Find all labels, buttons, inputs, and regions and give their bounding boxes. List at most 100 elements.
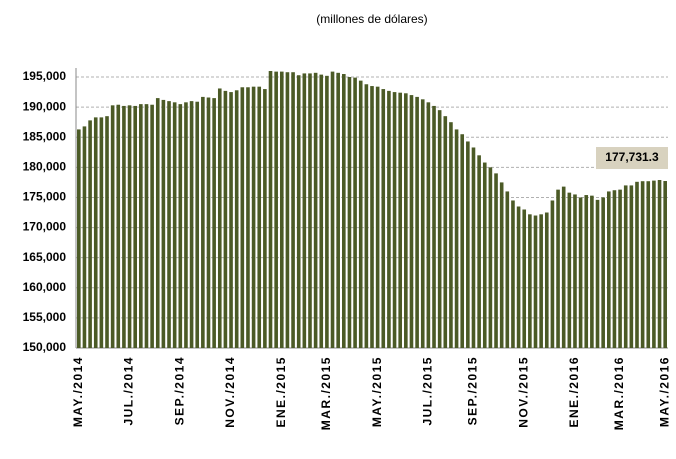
y-tick-label: 175,000 <box>23 190 67 204</box>
bar <box>82 126 87 348</box>
bar <box>184 102 188 349</box>
bar <box>505 191 510 348</box>
bar <box>279 71 284 348</box>
bar <box>567 192 572 348</box>
bar <box>443 116 448 348</box>
bar <box>257 86 262 349</box>
bar <box>223 90 228 349</box>
bar <box>488 167 493 348</box>
bar <box>189 101 194 348</box>
bar <box>477 155 481 348</box>
bar <box>573 194 577 348</box>
bar <box>347 77 352 348</box>
bar <box>522 209 527 348</box>
x-tick-label: NOV./2014 <box>223 356 237 428</box>
bar <box>88 120 92 348</box>
bar <box>387 90 391 349</box>
x-tick-label: MAR./2016 <box>612 356 626 430</box>
bar <box>640 181 645 348</box>
bar <box>601 197 605 348</box>
bar <box>291 72 295 348</box>
x-tick-label: SEP./2014 <box>172 356 186 425</box>
bar <box>313 72 318 349</box>
bar <box>544 212 549 348</box>
bar <box>663 181 667 348</box>
bar <box>612 190 617 348</box>
bar <box>122 105 126 348</box>
bar <box>516 206 521 348</box>
bar <box>229 92 233 348</box>
y-tick-label: 150,000 <box>23 340 67 354</box>
bar <box>426 102 431 349</box>
bar <box>77 129 81 348</box>
bar <box>466 141 470 348</box>
bar <box>556 189 560 348</box>
bar <box>533 215 538 348</box>
y-tick-label: 165,000 <box>23 250 67 264</box>
bar <box>144 104 149 349</box>
bar <box>404 93 408 349</box>
bar <box>482 162 487 348</box>
bar <box>296 75 301 349</box>
bar <box>561 186 566 348</box>
bar <box>274 71 278 348</box>
x-tick-label: MAY./2014 <box>71 356 85 427</box>
bar <box>652 180 656 348</box>
bar <box>178 104 183 349</box>
bar <box>150 104 154 348</box>
bar <box>409 95 414 348</box>
bar <box>234 90 239 348</box>
bar <box>584 195 589 348</box>
bar <box>127 105 132 348</box>
x-tick-label: MAR./2015 <box>319 356 333 430</box>
bar <box>370 86 374 348</box>
x-tick-label: MAY./2016 <box>657 356 671 427</box>
bar <box>172 102 177 349</box>
bar <box>251 86 256 349</box>
bar <box>212 98 216 348</box>
bar <box>375 86 380 349</box>
bar <box>618 189 622 348</box>
bar <box>415 96 419 348</box>
bar <box>623 185 628 348</box>
bar <box>319 74 324 348</box>
bar <box>606 191 611 348</box>
bar <box>116 104 121 348</box>
y-tick-label: 155,000 <box>23 310 67 324</box>
bar <box>167 101 171 348</box>
bar <box>657 180 662 348</box>
bar <box>398 92 402 348</box>
bar <box>646 181 651 348</box>
bar <box>381 89 386 349</box>
bar <box>110 105 115 348</box>
x-tick-label: ENE./2015 <box>274 356 288 428</box>
bar <box>133 105 138 348</box>
x-tick-label: NOV./2015 <box>516 356 530 428</box>
bar <box>246 87 250 349</box>
y-tick-label: 185,000 <box>23 129 67 143</box>
bar <box>494 173 498 348</box>
bar <box>195 101 200 348</box>
bar <box>263 89 267 349</box>
bar <box>308 73 312 348</box>
x-tick-label: JUL./2015 <box>421 356 435 426</box>
bar <box>432 105 436 348</box>
bar <box>302 73 307 348</box>
bar <box>139 104 143 349</box>
y-tick-label: 190,000 <box>23 99 67 113</box>
bar <box>240 87 245 349</box>
bar <box>342 74 346 348</box>
x-tick-label: ENE./2016 <box>567 356 581 428</box>
bar <box>449 122 453 349</box>
bar <box>325 75 329 349</box>
bar <box>629 185 634 348</box>
bar <box>635 181 639 348</box>
bar <box>358 80 363 348</box>
bar <box>590 195 594 348</box>
bar <box>201 96 205 348</box>
bar <box>550 200 555 348</box>
bar <box>99 117 104 348</box>
bar <box>539 214 543 348</box>
value-label: 177,731.3 <box>605 150 659 164</box>
y-tick-label: 170,000 <box>23 220 67 234</box>
